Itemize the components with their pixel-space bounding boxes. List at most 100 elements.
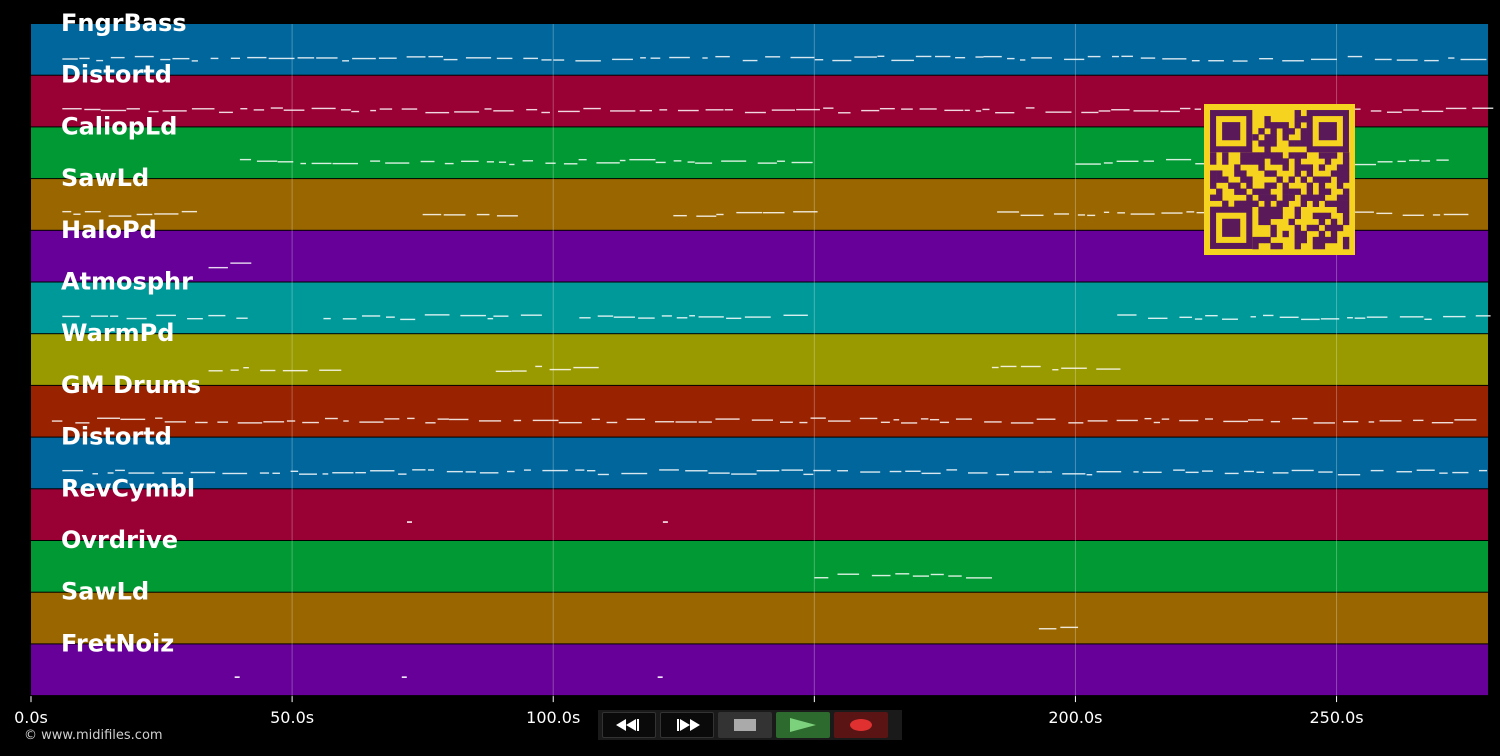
play-icon <box>790 718 816 732</box>
note-mark <box>498 161 507 163</box>
stop-button[interactable] <box>718 712 772 738</box>
note-mark <box>705 109 724 111</box>
note-mark <box>781 469 804 471</box>
note-mark <box>1366 316 1388 318</box>
note-mark <box>1046 471 1052 473</box>
note-mark <box>944 109 964 112</box>
track-lane[interactable] <box>31 24 1488 75</box>
track-lane[interactable] <box>31 541 1488 592</box>
note-mark <box>384 418 400 420</box>
note-mark <box>736 211 763 214</box>
note-mark <box>92 473 99 475</box>
note-mark <box>422 213 442 216</box>
note-mark <box>612 58 633 61</box>
note-mark <box>751 419 773 421</box>
note-mark <box>476 213 490 216</box>
note-mark <box>626 418 645 420</box>
track-label: RevCymbl <box>61 474 195 502</box>
note-mark <box>715 418 740 420</box>
note-mark <box>545 162 556 164</box>
note-mark <box>860 471 881 473</box>
note-mark <box>1045 111 1072 113</box>
note-mark <box>1413 419 1424 422</box>
note-mark <box>343 420 349 422</box>
note-mark <box>484 108 492 110</box>
note-mark <box>1368 421 1375 423</box>
note-mark <box>1087 420 1108 422</box>
note-mark <box>597 315 614 317</box>
note-mark <box>1279 316 1299 318</box>
track-lane[interactable] <box>31 592 1488 644</box>
note-mark <box>181 210 198 213</box>
note-mark <box>1142 471 1162 474</box>
note-mark <box>1195 163 1208 165</box>
note-mark <box>465 57 492 59</box>
note-mark <box>507 470 515 473</box>
note-mark <box>796 108 820 111</box>
note-mark <box>62 210 72 213</box>
note-mark <box>361 315 381 317</box>
track-lane[interactable] <box>31 489 1488 540</box>
note-mark <box>136 213 153 216</box>
rewind-button[interactable] <box>602 712 656 738</box>
note-mark <box>126 108 140 110</box>
note-mark <box>1010 422 1034 424</box>
note-mark <box>406 56 426 58</box>
note-mark <box>901 422 918 424</box>
note-mark <box>655 161 666 164</box>
play-button[interactable] <box>776 712 830 738</box>
note-mark <box>1117 314 1137 316</box>
note-mark <box>230 369 239 371</box>
note-mark <box>964 109 970 112</box>
note-mark <box>1432 214 1441 216</box>
note-mark <box>1301 318 1320 321</box>
note-mark <box>1020 365 1041 368</box>
note-mark <box>311 162 332 165</box>
note-mark <box>359 421 384 423</box>
note-mark <box>597 473 609 476</box>
note-mark <box>673 214 687 217</box>
note-mark <box>425 111 450 114</box>
note-mark <box>583 107 601 110</box>
note-mark <box>1443 315 1466 318</box>
note-mark <box>1130 213 1155 215</box>
note-mark <box>639 109 652 112</box>
note-mark <box>332 472 354 474</box>
track-lane[interactable] <box>31 282 1488 334</box>
note-mark <box>1475 315 1491 317</box>
note-mark <box>1096 471 1122 473</box>
note-mark <box>1448 57 1455 59</box>
note-mark <box>1020 214 1044 217</box>
note-mark <box>1062 473 1086 475</box>
note-mark <box>511 370 527 372</box>
note-mark <box>1194 108 1202 110</box>
note-mark <box>854 56 877 58</box>
note-mark <box>401 676 407 678</box>
note-mark <box>1396 59 1418 61</box>
note-mark <box>319 369 342 371</box>
note-mark <box>1166 158 1192 161</box>
record-button[interactable] <box>834 712 888 738</box>
fast-forward-button[interactable] <box>660 712 714 738</box>
note-mark <box>253 109 265 111</box>
note-mark <box>724 109 733 111</box>
note-mark <box>1402 214 1424 216</box>
note-mark <box>695 162 713 164</box>
note-mark <box>861 109 880 112</box>
note-mark <box>541 111 550 114</box>
note-mark <box>428 55 444 58</box>
note-mark <box>73 213 81 215</box>
note-mark <box>110 56 125 59</box>
track-lane[interactable] <box>31 644 1488 696</box>
track-lane[interactable] <box>31 437 1488 489</box>
track-lane[interactable] <box>31 385 1488 437</box>
track-lane[interactable] <box>31 334 1488 385</box>
note-mark <box>757 162 777 164</box>
note-mark <box>1031 57 1052 59</box>
note-mark <box>1259 57 1274 60</box>
note-mark <box>1460 58 1487 61</box>
note-mark <box>316 57 338 59</box>
note-mark <box>420 160 435 163</box>
note-mark <box>443 214 466 216</box>
